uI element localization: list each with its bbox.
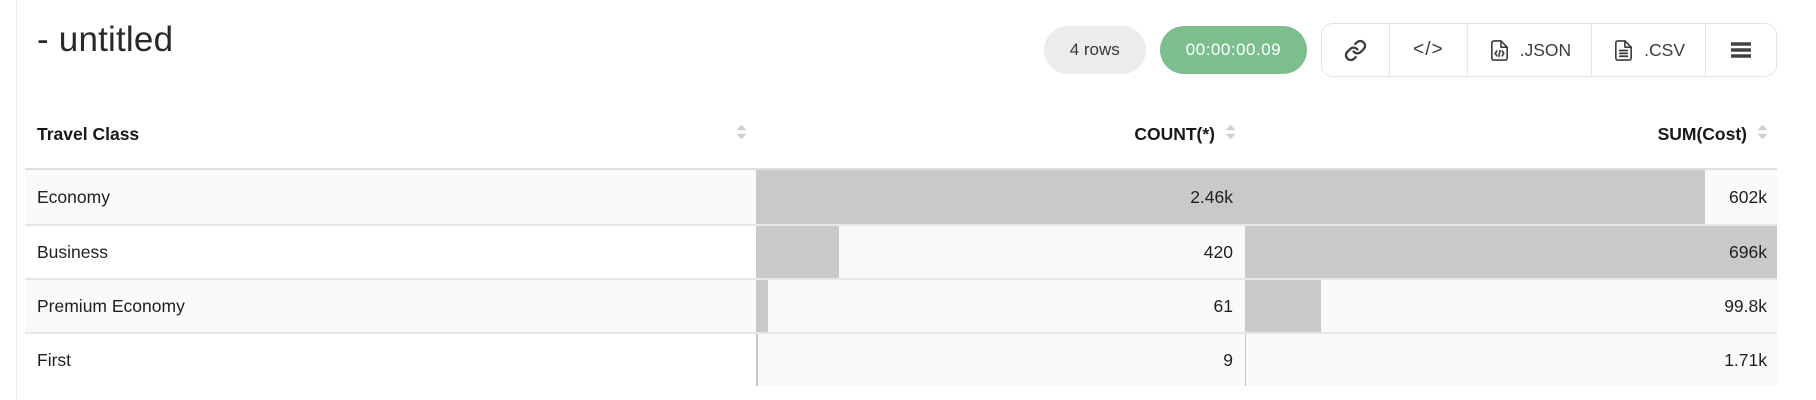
sum-cost-value: 1.71k — [1724, 349, 1767, 370]
travel-class-cell: Economy — [25, 170, 756, 224]
count-cell: 61 — [756, 280, 1245, 332]
column-header-label: COUNT(*) — [1134, 123, 1215, 144]
sum-data-bar — [1245, 170, 1706, 224]
hamburger-menu-icon — [1730, 40, 1752, 60]
results-table: Travel Class COUNT(*) SUM(Cost) Economy … — [25, 100, 1777, 386]
sum-cost-value: 99.8k — [1724, 295, 1767, 316]
count-cell: 2.46k — [756, 170, 1245, 224]
count-value: 61 — [1213, 295, 1233, 316]
count-cell: 420 — [756, 226, 1245, 278]
travel-class-cell: Premium Economy — [25, 280, 756, 332]
topbar-actions: 4 rows 00:00:00.09 </> — [1043, 22, 1777, 78]
count-data-bar — [756, 334, 758, 386]
travel-class-cell: Business — [25, 226, 756, 278]
table-row[interactable]: Economy 2.46k 602k — [25, 170, 1777, 224]
show-sql-button[interactable]: </> — [1389, 24, 1467, 76]
travel-class-value: First — [37, 349, 72, 370]
file-code-icon — [1488, 39, 1511, 62]
sum-cost-cell: 602k — [1245, 170, 1777, 224]
table-body: Economy 2.46k 602k Business 420 696k Pre… — [25, 170, 1777, 386]
export-json-button[interactable]: .JSON — [1466, 24, 1592, 76]
column-header-sum-cost[interactable]: SUM(Cost) — [1245, 100, 1777, 168]
code-icon: </> — [1413, 39, 1444, 60]
row-count-badge: 4 rows — [1043, 26, 1146, 74]
count-data-bar — [756, 226, 840, 278]
file-text-icon — [1612, 39, 1635, 62]
export-toolbar: </> .JSON — [1321, 23, 1777, 77]
sum-cost-value: 696k — [1729, 241, 1767, 262]
table-header-row: Travel Class COUNT(*) SUM(Cost) — [25, 100, 1777, 170]
sort-icon[interactable] — [1224, 123, 1237, 146]
export-csv-label: .CSV — [1644, 39, 1685, 60]
count-value: 420 — [1203, 241, 1233, 262]
count-data-bar — [756, 280, 769, 332]
page-title: - untitled — [37, 20, 174, 59]
table-row[interactable]: Business 420 696k — [25, 224, 1777, 278]
count-cell: 9 — [756, 334, 1245, 386]
travel-class-value: Business — [37, 241, 109, 262]
sort-icon[interactable] — [735, 123, 748, 146]
table-row[interactable]: Premium Economy 61 99.8k — [25, 278, 1777, 332]
sum-cost-cell: 696k — [1245, 226, 1777, 278]
link-icon — [1344, 39, 1367, 62]
travel-class-cell: First — [25, 334, 756, 386]
query-timer-badge: 00:00:00.09 — [1159, 26, 1308, 74]
column-header-count[interactable]: COUNT(*) — [756, 100, 1245, 168]
sort-icon[interactable] — [1756, 123, 1769, 146]
column-header-label: SUM(Cost) — [1657, 123, 1747, 144]
column-header-label: Travel Class — [37, 123, 140, 144]
count-data-bar — [756, 170, 1245, 224]
share-link-button[interactable] — [1322, 24, 1390, 76]
count-value: 2.46k — [1190, 186, 1233, 207]
travel-class-value: Premium Economy — [37, 295, 185, 316]
sum-data-bar — [1245, 226, 1777, 278]
count-value: 9 — [1223, 349, 1233, 370]
sum-cost-cell: 99.8k — [1245, 280, 1777, 332]
export-json-label: .JSON — [1519, 39, 1572, 60]
sum-cost-cell: 1.71k — [1245, 334, 1777, 386]
menu-button[interactable] — [1705, 24, 1776, 76]
panel-divider — [16, 0, 17, 400]
sum-data-bar — [1245, 280, 1322, 332]
results-topbar: - untitled 4 rows 00:00:00.09 </> — [0, 0, 1816, 96]
sum-cost-value: 602k — [1729, 186, 1767, 207]
table-row[interactable]: First 9 1.71k — [25, 332, 1777, 386]
sum-data-bar — [1245, 334, 1247, 386]
column-header-travel-class[interactable]: Travel Class — [25, 100, 756, 168]
export-csv-button[interactable]: .CSV — [1591, 24, 1705, 76]
travel-class-value: Economy — [37, 186, 110, 207]
